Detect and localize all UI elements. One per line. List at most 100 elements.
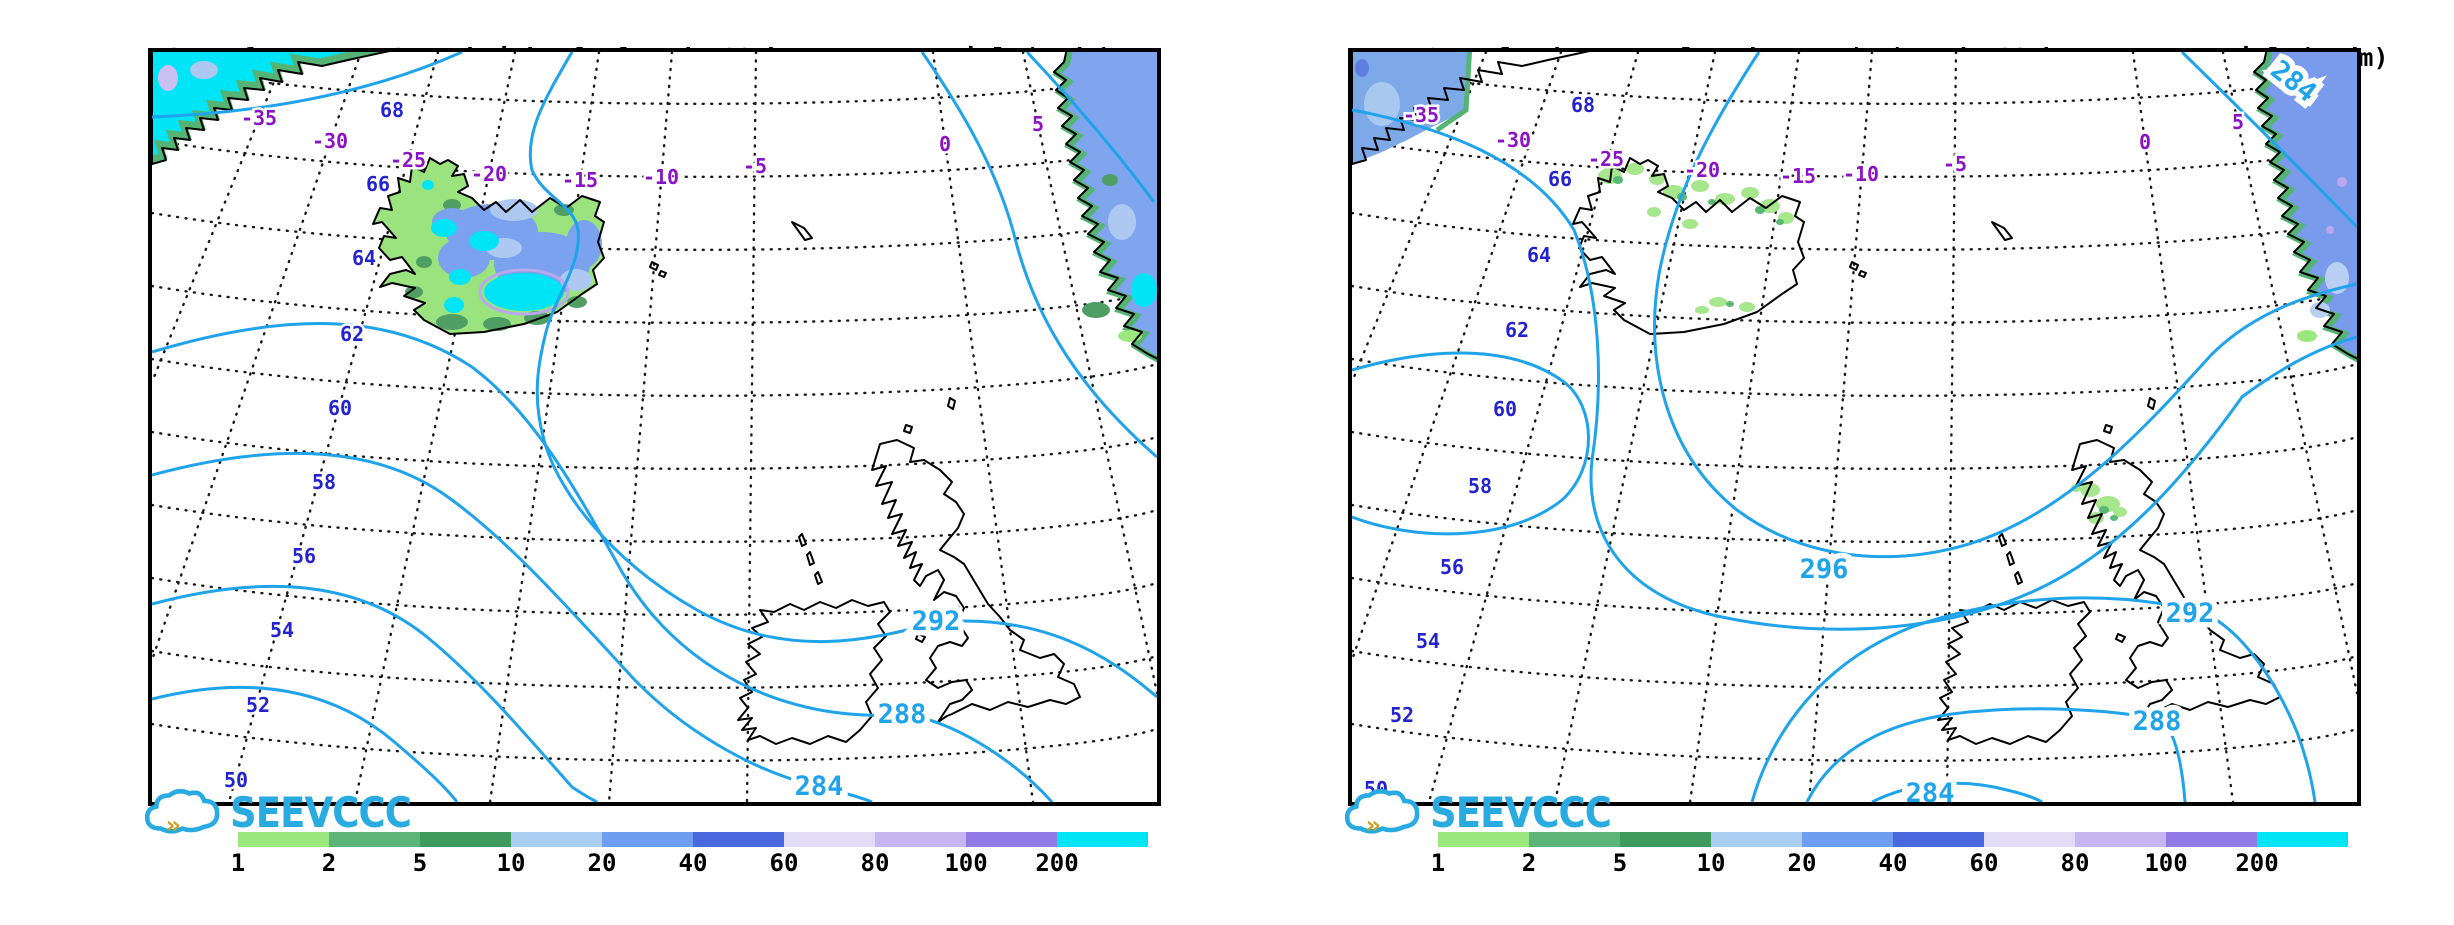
svg-text:-30: -30 xyxy=(312,129,348,153)
contour-value-labels: 296 292 288 284 284 288 xyxy=(1352,52,2328,802)
panel-ecmwf: ECMWF forecast: Snow height [cm] and 700… xyxy=(144,0,1254,925)
legend-label: 100 xyxy=(2144,849,2188,877)
svg-text:-35: -35 xyxy=(1403,103,1439,127)
svg-text:62: 62 xyxy=(1505,318,1529,342)
geopotential-contours xyxy=(1352,52,2357,802)
contour-284 xyxy=(1871,781,2043,802)
contour-value-labels: 292 288 284 xyxy=(789,601,966,803)
svg-text:60: 60 xyxy=(328,396,352,420)
svg-text:0: 0 xyxy=(939,132,951,156)
legend-color-segment xyxy=(1711,832,1802,847)
map-frame: -35 -30 -25 -20 -15 -10 -5 0 5 68 66 64 … xyxy=(1348,48,2361,806)
latitude-labels: 68 66 64 62 60 58 56 54 52 50 xyxy=(221,96,406,795)
legend-label: 20 xyxy=(1787,849,1817,877)
svg-text:-30: -30 xyxy=(1495,128,1531,152)
longitude-labels: -35 -30 -25 -20 -15 -10 -5 0 5 xyxy=(1400,101,2246,191)
legend-label: 1 xyxy=(230,849,246,877)
legend-label: 10 xyxy=(496,849,526,877)
svg-text:54: 54 xyxy=(1416,629,1440,653)
legend-color-segment xyxy=(1984,832,2075,847)
svg-text:68: 68 xyxy=(1571,93,1595,117)
snow-extent-iceland xyxy=(1598,163,1794,314)
svg-text:-20: -20 xyxy=(471,162,507,186)
contour-292 xyxy=(528,52,1157,699)
svg-text:50: 50 xyxy=(224,768,248,792)
legend-label: 2 xyxy=(321,849,337,877)
legend-color-segment xyxy=(511,832,602,847)
contour-284-corner xyxy=(2180,52,2357,229)
legend-color-segment xyxy=(2257,832,2348,847)
svg-text:292: 292 xyxy=(2166,598,2215,629)
legend-label: 60 xyxy=(1969,849,1999,877)
svg-text:58: 58 xyxy=(1468,474,1492,498)
contour-292 xyxy=(1750,596,2317,802)
svg-text:60: 60 xyxy=(1493,397,1517,421)
legend-label: 10 xyxy=(1696,849,1726,877)
legend-color-segment xyxy=(1057,832,1148,847)
cloud-snow-arrow-icon: » xyxy=(1344,788,1420,839)
svg-text:284: 284 xyxy=(1906,778,1955,802)
forecast-map-dream8: -35 -30 -25 -20 -15 -10 -5 0 5 68 66 64 … xyxy=(1352,52,2357,802)
svg-text:52: 52 xyxy=(1390,703,1414,727)
svg-text:-5: -5 xyxy=(743,154,767,178)
contour-288-west xyxy=(1352,351,1590,536)
legend-label: 40 xyxy=(678,849,708,877)
forecast-map-ecmwf: -35 -30 -25 -20 -15 -10 -5 0 5 68 66 64 … xyxy=(152,52,1157,802)
snow-color-scale xyxy=(1438,832,2348,847)
legend-label: 80 xyxy=(2060,849,2090,877)
map-frame: -35 -30 -25 -20 -15 -10 -5 0 5 68 66 64 … xyxy=(148,48,1161,806)
svg-text:54: 54 xyxy=(270,618,294,642)
legend-label: 200 xyxy=(2235,849,2279,877)
svg-text:-35: -35 xyxy=(241,106,277,130)
svg-text:292: 292 xyxy=(912,606,961,637)
svg-text:288: 288 xyxy=(878,699,927,730)
snow-extent-iceland xyxy=(373,158,604,334)
svg-text:»: » xyxy=(166,811,181,839)
legend-color-segment xyxy=(875,832,966,847)
svg-text:284: 284 xyxy=(795,771,844,802)
legend-label: 60 xyxy=(769,849,799,877)
svg-text:-20: -20 xyxy=(1684,158,1720,182)
svg-text:66: 66 xyxy=(366,172,390,196)
legend-color-segment xyxy=(238,832,329,847)
legend-color-segment xyxy=(2166,832,2257,847)
svg-text:64: 64 xyxy=(1527,243,1551,267)
svg-text:288: 288 xyxy=(2133,706,2182,737)
legend-label: 5 xyxy=(412,849,428,877)
svg-text:296: 296 xyxy=(1800,554,1849,585)
legend-color-segment xyxy=(329,832,420,847)
svg-text:-15: -15 xyxy=(1780,164,1816,188)
legend-label: 80 xyxy=(860,849,890,877)
snow-extent-norway xyxy=(1054,52,1157,364)
latitude-labels: 68 66 64 62 60 58 56 54 52 50 xyxy=(1361,91,1597,803)
contour-296 xyxy=(1653,52,2357,559)
svg-text:-5: -5 xyxy=(1943,152,1967,176)
svg-text:»: » xyxy=(1366,811,1381,839)
svg-text:56: 56 xyxy=(1440,555,1464,579)
geopotential-contours xyxy=(152,52,1157,802)
svg-text:-25: -25 xyxy=(390,148,426,172)
legend-color-segment xyxy=(966,832,1057,847)
coastlines xyxy=(152,52,1157,744)
legend-label: 1 xyxy=(1430,849,1446,877)
legend-label: 40 xyxy=(1878,849,1908,877)
seevccc-logo: » SEEVCCC xyxy=(138,784,498,840)
svg-text:66: 66 xyxy=(1548,167,1572,191)
legend-color-segment xyxy=(2075,832,2166,847)
svg-text:-15: -15 xyxy=(562,168,598,192)
logo-wordmark: SEEVCCC xyxy=(1430,787,1612,837)
legend-color-segment xyxy=(784,832,875,847)
legend-label: 2 xyxy=(1521,849,1537,877)
panel-dream8: DREAM8–Iceland: Accumulated snow (cm) an… xyxy=(1344,0,2454,925)
longitude-labels: -35 -30 -25 -20 -15 -10 -5 0 5 xyxy=(238,104,1046,195)
svg-text:-25: -25 xyxy=(1588,147,1624,171)
legend-label: 100 xyxy=(944,849,988,877)
logo-wordmark: SEEVCCC xyxy=(230,787,412,837)
svg-text:52: 52 xyxy=(246,693,270,717)
legend-color-segment xyxy=(1529,832,1620,847)
svg-text:5: 5 xyxy=(1032,112,1044,136)
contour-284 xyxy=(152,451,873,802)
legend-color-segment xyxy=(1620,832,1711,847)
svg-text:5: 5 xyxy=(2232,110,2244,134)
